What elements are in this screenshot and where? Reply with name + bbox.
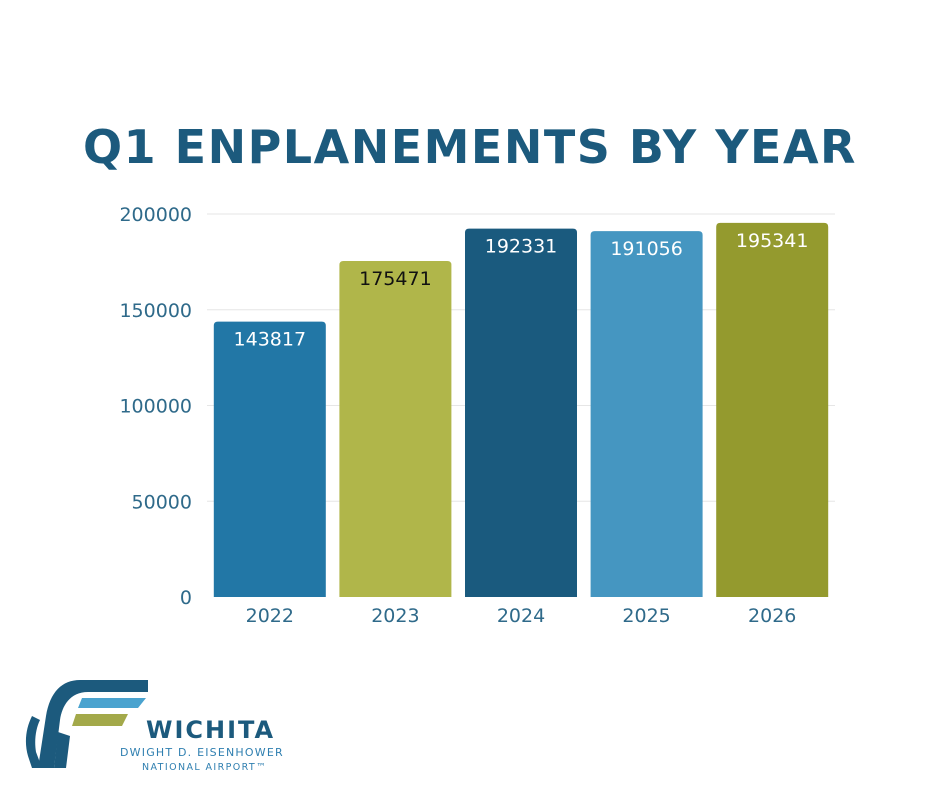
bar-2023 [339, 260, 452, 597]
chart-title: Q1 ENPLANEMENTS BY YEAR [83, 120, 857, 174]
x-tick-label: 2025 [622, 605, 670, 627]
data-label-2024: 192331 [485, 236, 558, 258]
x-tick-label: 2023 [371, 605, 419, 627]
logo-subtitle-line-2: NATIONAL AIRPORT™ [142, 762, 267, 773]
logo-wordmark: WICHITA [146, 716, 276, 744]
bar-2026 [716, 222, 829, 597]
logo-subtitle-line-1: DWIGHT D. EISENHOWER [120, 746, 284, 759]
x-axis-ticks: 2022 2023 2024 2025 2026 [246, 605, 797, 627]
y-axis-ticks: 0 50000 100000 150000 200000 [119, 204, 192, 609]
wing-emblem [25, 680, 160, 768]
bar-2025 [590, 231, 703, 598]
bar-2024 [465, 228, 577, 597]
y-tick-label: 150000 [119, 300, 192, 322]
bar-2022 [213, 321, 326, 597]
y-tick-label: 0 [180, 587, 192, 609]
data-label-2023: 175471 [359, 268, 432, 290]
airport-logo: WICHITA DWIGHT D. EISENHOWER NATIONAL AI… [18, 676, 318, 776]
y-tick-label: 50000 [132, 491, 192, 513]
y-tick-label: 200000 [119, 204, 192, 226]
data-label-2022: 143817 [234, 329, 307, 351]
x-tick-label: 2022 [246, 605, 294, 627]
x-tick-label: 2024 [497, 605, 545, 627]
y-tick-label: 100000 [119, 396, 192, 418]
bars: 143817 175471 192331 191056 195341 [213, 222, 829, 598]
data-label-2026: 195341 [736, 230, 809, 252]
x-tick-label: 2026 [748, 605, 796, 627]
data-label-2025: 191056 [610, 238, 683, 260]
